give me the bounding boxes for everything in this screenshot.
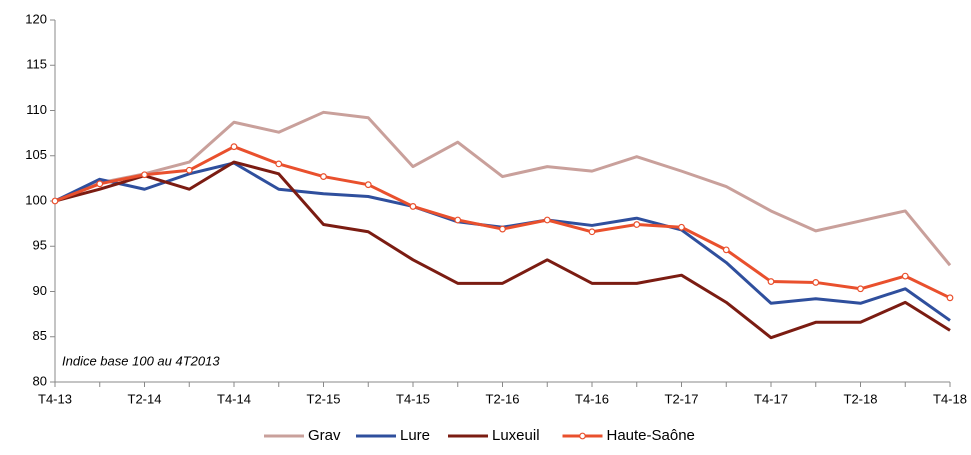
x-tick-label: T2-18 [844, 391, 878, 406]
point [141, 171, 148, 179]
point [946, 294, 954, 302]
x-tick-label: T4-13 [38, 391, 72, 406]
y-tick-label: 115 [26, 57, 47, 72]
point [633, 221, 641, 228]
x-tick-label: T2-15 [307, 391, 341, 406]
legend-label: Haute-Saône [607, 427, 695, 444]
annotation: Indice base 100 au 4T2013 [62, 353, 220, 368]
y-tick-label: 100 [25, 192, 47, 207]
point [275, 160, 283, 168]
y-tick-label: 95 [33, 238, 47, 253]
legend-marker [579, 432, 586, 440]
point [364, 181, 372, 189]
point [588, 228, 596, 236]
line-series [54, 110, 952, 267]
point [901, 272, 909, 280]
point [499, 225, 506, 233]
point [230, 143, 238, 151]
line-series [54, 161, 951, 322]
point [543, 216, 551, 224]
legend-label: Lure [400, 427, 430, 444]
x-tick-label: T2-14 [128, 391, 162, 406]
x-tick-label: T2-16 [486, 391, 520, 406]
point [409, 203, 417, 210]
point [722, 246, 730, 254]
y-tick-label: 110 [26, 102, 47, 117]
point [320, 173, 327, 180]
legend-label: Luxeuil [492, 427, 540, 444]
x-tick-label: T2-17 [665, 391, 699, 406]
point [678, 223, 685, 231]
point [51, 197, 59, 205]
y-tick-label: 105 [25, 147, 47, 162]
y-tick-label: 85 [33, 328, 47, 343]
point [812, 279, 820, 286]
point [454, 216, 462, 224]
point [767, 278, 775, 285]
point [185, 166, 193, 174]
x-tick-label: T4-14 [217, 391, 251, 406]
x-tick-label: T4-15 [396, 391, 430, 406]
point [857, 285, 864, 293]
point [96, 180, 104, 188]
line-series [54, 160, 951, 340]
legend-label: Grav [308, 427, 341, 444]
x-tick-label: T4-18 [933, 391, 967, 406]
y-tick-label: 90 [33, 283, 47, 298]
x-tick-label: T4-16 [575, 391, 609, 406]
x-tick-label: T4-17 [754, 391, 788, 406]
y-tick-label: 120 [25, 11, 47, 26]
y-tick-label: 80 [33, 373, 47, 388]
